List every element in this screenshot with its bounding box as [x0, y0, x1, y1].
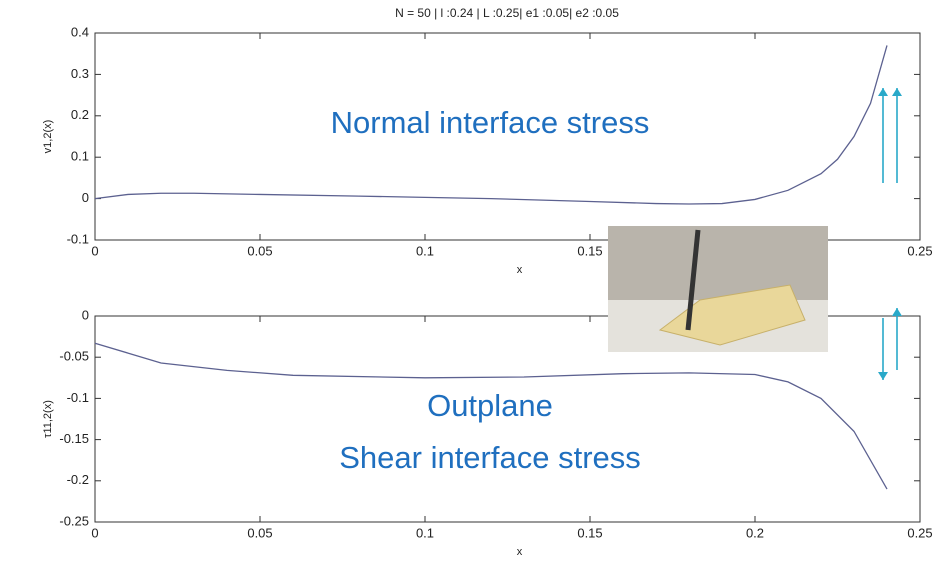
arrow-head	[878, 372, 888, 380]
y-axis-label: v1,2(x)	[42, 120, 54, 154]
photo-sample	[658, 284, 806, 346]
x-tick-label: 0	[91, 525, 98, 540]
arrow-head	[892, 88, 902, 96]
y-tick-label: 0.2	[71, 107, 89, 122]
y-tick-label: 0.1	[71, 149, 89, 164]
y-tick-label: -0.1	[67, 231, 89, 246]
photo	[608, 226, 828, 352]
x-axis-label: x	[517, 546, 523, 558]
x-tick-label: 0.25	[907, 243, 932, 258]
data-line	[94, 342, 888, 490]
y-axis-label: τ11,2(x)	[42, 400, 54, 438]
x-tick-label: 0.1	[416, 525, 434, 540]
y-tick-label: 0	[82, 307, 89, 322]
y-tick-label: 0.3	[71, 66, 89, 81]
chart-title: N = 50 | l :0.24 | L :0.25| e1 :0.05| e2…	[395, 6, 619, 20]
photo-tool	[685, 229, 701, 331]
y-tick-label: 0.4	[71, 24, 89, 39]
y-tick-label: -0.05	[59, 349, 89, 364]
annotation: Normal interface stress	[331, 105, 650, 140]
y-tick-label: -0.25	[59, 513, 89, 528]
x-tick-label: 0.05	[247, 525, 272, 540]
x-tick-label: 0.25	[907, 525, 932, 540]
x-tick-label: 0.05	[247, 243, 272, 258]
axes-box	[94, 32, 921, 241]
arrow-head	[892, 308, 902, 316]
arrow-head	[878, 88, 888, 96]
y-tick-label: -0.2	[67, 472, 89, 487]
annotation: Outplane	[427, 388, 553, 423]
x-axis-label: x	[517, 264, 523, 276]
axes-box	[94, 315, 921, 523]
y-tick-label: 0	[82, 190, 89, 205]
y-tick-label: -0.1	[67, 390, 89, 405]
x-tick-label: 0	[91, 243, 98, 258]
data-line	[94, 45, 888, 205]
x-tick-label: 0.15	[577, 525, 602, 540]
y-tick-label: -0.15	[59, 431, 89, 446]
x-tick-label: 0.15	[577, 243, 602, 258]
x-tick-label: 0.1	[416, 243, 434, 258]
x-tick-label: 0.2	[746, 525, 764, 540]
annotation: Shear interface stress	[339, 440, 641, 475]
